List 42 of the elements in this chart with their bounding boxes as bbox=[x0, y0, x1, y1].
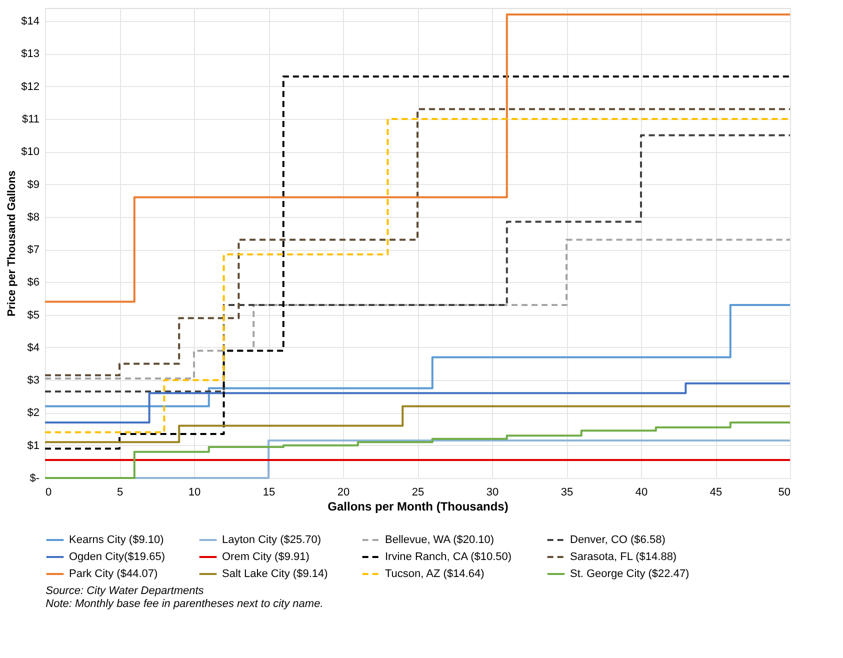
x-tick-label: 40 bbox=[635, 486, 648, 498]
x-axis-title: Gallons per Month (Thousands) bbox=[328, 500, 508, 514]
legend-label: Irvine Ranch, CA ($10.50) bbox=[385, 551, 512, 563]
y-axis-title: Price per Thousand Gallons bbox=[6, 170, 18, 317]
x-tick-label: 25 bbox=[412, 486, 424, 498]
y-tick-label: $- bbox=[30, 472, 40, 484]
y-tick-label: $5 bbox=[27, 309, 40, 322]
legend-label: Park City ($44.07) bbox=[69, 568, 158, 580]
legend-label: Tucson, AZ ($14.64) bbox=[385, 568, 484, 580]
y-tick-label: $7 bbox=[27, 244, 40, 256]
y-tick-label: $3 bbox=[27, 374, 40, 387]
y-tick-label: $12 bbox=[21, 80, 40, 93]
legend-label: Kearns City ($9.10) bbox=[69, 534, 164, 546]
y-tick-label: $6 bbox=[27, 276, 40, 289]
x-tick-label: 0 bbox=[46, 486, 52, 498]
legend-label: Layton City ($25.70) bbox=[222, 534, 322, 546]
x-tick-label: 45 bbox=[710, 486, 722, 498]
x-tick-label: 5 bbox=[116, 486, 124, 498]
legend-label: Ogden City($19.65) bbox=[69, 551, 165, 563]
y-tick-label: $13 bbox=[21, 48, 40, 60]
x-tick-label: 20 bbox=[337, 486, 350, 498]
legend-label: Sarasota, FL ($14.88) bbox=[570, 551, 677, 563]
x-tick-label: 15 bbox=[262, 486, 276, 498]
legend-label: Orem City ($9.91) bbox=[222, 551, 310, 563]
x-tick-label: 30 bbox=[486, 486, 499, 498]
legend-label: St. George City ($22.47) bbox=[570, 568, 690, 580]
y-tick-label: $14 bbox=[21, 16, 40, 28]
y-tick-label: $9 bbox=[27, 178, 40, 191]
y-tick-label: $10 bbox=[21, 146, 40, 158]
x-tick-label: 35 bbox=[560, 486, 574, 498]
x-tick-label: 50 bbox=[778, 486, 790, 498]
y-tick-label: $4 bbox=[27, 342, 40, 354]
legend-label: Bellevue, WA ($20.10) bbox=[385, 534, 494, 546]
y-tick-label: $8 bbox=[27, 211, 40, 224]
legend-label: Denver, CO ($6.58) bbox=[570, 534, 666, 546]
y-tick-label: $2 bbox=[27, 407, 40, 420]
text: Note: Monthly base fee in parentheses next to city name. bbox=[46, 598, 324, 610]
legend-label: Salt Lake City ($9.14) bbox=[222, 568, 328, 580]
y-tick-label: $1 bbox=[27, 440, 40, 452]
x-tick-label: 10 bbox=[188, 486, 201, 498]
source-note: Source: City Water Departments bbox=[46, 585, 204, 597]
y-tick-label: $11 bbox=[22, 113, 40, 126]
